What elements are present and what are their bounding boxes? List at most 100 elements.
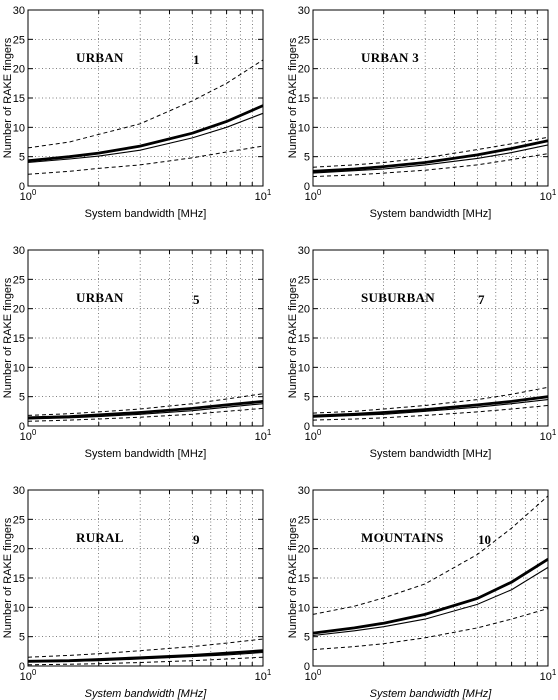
y-tick-label: 0 (304, 181, 310, 193)
y-tick-label: 10 (13, 602, 25, 614)
series-line-2 (27, 104, 264, 163)
y-axis-label: Number of RAKE fingers (2, 37, 14, 158)
y-axis-label: Number of RAKE fingers (287, 37, 299, 158)
x-tick-label: 101 (540, 428, 557, 443)
y-tick-label: 10 (13, 362, 25, 374)
x-axis-label: System bandwidth [MHz] (370, 448, 492, 460)
chart-panel-3: 0 5 10 15 20 25 30 100 101 System bandwidth [MHz]… (2, 245, 272, 460)
y-tick-label: 0 (19, 181, 25, 193)
panel-number: 1 (193, 52, 200, 67)
y-tick-label: 25 (298, 34, 310, 46)
y-tick-label: 30 (13, 485, 25, 497)
series-line-3 (27, 112, 264, 164)
x-axis-label: System bandwidth [MHz] (370, 208, 492, 220)
y-tick-label: 10 (298, 362, 310, 374)
y-tick-label: 15 (298, 333, 310, 345)
panel-title: RURAL (76, 530, 124, 545)
panel-title: SUBURBAN (361, 290, 435, 305)
panel-title: URBAN (76, 50, 124, 65)
x-tick-label: 101 (255, 428, 272, 443)
series-line-1 (312, 495, 549, 615)
plot-frame (312, 489, 549, 667)
y-tick-label: 10 (13, 122, 25, 134)
y-tick-label: 25 (298, 274, 310, 286)
series-line-4 (27, 656, 264, 666)
y-tick-label: 15 (13, 333, 25, 345)
y-tick-label: 10 (298, 122, 310, 134)
chart-panel-5: 0 5 10 15 20 25 30 100 101 System bandwidth [MHz]… (2, 485, 272, 700)
chart-panel-1: 0 5 10 15 20 25 30 100 101 System bandwidth [MHz]… (2, 5, 272, 220)
y-tick-label: 15 (13, 93, 25, 105)
series-line-2 (312, 139, 549, 173)
y-axis-label: Number of RAKE fingers (287, 517, 299, 638)
x-tick-label: 100 (20, 188, 37, 203)
y-tick-label: 25 (13, 514, 25, 526)
y-axis-label: Number of RAKE fingers (287, 277, 299, 398)
y-tick-label: 20 (298, 64, 310, 76)
series-line-1 (27, 393, 264, 416)
x-tick-label: 101 (540, 668, 557, 683)
chart-panel-2: 0 5 10 15 20 25 30 100 101 System bandwidth [MHz]… (287, 5, 557, 220)
x-tick-label: 101 (255, 188, 272, 203)
series-line-4 (312, 608, 549, 651)
y-tick-label: 5 (304, 392, 310, 404)
y-tick-label: 30 (13, 245, 25, 257)
x-axis-label: System bandwidth [MHz] (370, 688, 493, 700)
panel-number: 7 (478, 292, 485, 307)
x-axis-label: System bandwidth [MHz] (85, 448, 207, 460)
panel-number: 5 (193, 292, 200, 307)
chart-panel-4: 0 5 10 15 20 25 30 100 101 System bandwidth [MHz]… (287, 245, 557, 460)
y-tick-label: 5 (19, 632, 25, 644)
series-line-3 (312, 566, 549, 637)
series-line-4 (27, 145, 264, 175)
plot-frame (27, 9, 264, 187)
x-axis-label: System bandwidth [MHz] (85, 208, 207, 220)
y-tick-label: 25 (13, 34, 25, 46)
y-tick-label: 10 (298, 602, 310, 614)
y-tick-label: 20 (13, 64, 25, 76)
panel-title: URBAN (76, 290, 124, 305)
y-tick-label: 25 (298, 514, 310, 526)
y-tick-label: 25 (13, 274, 25, 286)
series-line-4 (27, 407, 264, 422)
y-tick-label: 0 (19, 661, 25, 673)
x-tick-label: 100 (305, 428, 322, 443)
y-tick-label: 20 (298, 304, 310, 316)
series-line-1 (27, 638, 264, 658)
x-tick-label: 100 (305, 668, 322, 683)
y-tick-label: 30 (13, 5, 25, 17)
panel-title: MOUNTAINS (361, 530, 444, 545)
y-tick-label: 0 (304, 661, 310, 673)
y-tick-label: 20 (13, 544, 25, 556)
panel-number: 9 (193, 532, 200, 547)
series-line-1 (312, 136, 549, 168)
x-tick-label: 100 (305, 188, 322, 203)
panel-title: URBAN 3 (361, 50, 419, 65)
series-line-2 (312, 395, 549, 418)
y-axis-label: Number of RAKE fingers (2, 517, 14, 638)
series-line-4 (312, 405, 549, 421)
series-line-1 (27, 59, 264, 149)
series-line-3 (27, 403, 264, 420)
series-line-2 (27, 649, 264, 663)
x-tick-label: 101 (255, 668, 272, 683)
y-tick-label: 5 (19, 392, 25, 404)
y-tick-label: 15 (13, 573, 25, 585)
x-tick-label: 101 (540, 188, 557, 203)
y-tick-label: 5 (19, 152, 25, 164)
panel-number: 10 (478, 532, 491, 547)
y-tick-label: 30 (298, 245, 310, 257)
series-line-3 (27, 651, 264, 663)
y-tick-label: 15 (298, 573, 310, 585)
x-axis-label: System bandwidth [MHz] (85, 688, 208, 700)
series-line-2 (312, 558, 549, 635)
y-axis-label: Number of RAKE fingers (2, 277, 14, 398)
x-tick-label: 100 (20, 428, 37, 443)
y-tick-label: 0 (304, 421, 310, 433)
series-line-4 (312, 153, 549, 178)
series-line-2 (27, 400, 264, 420)
series-line-1 (312, 386, 549, 414)
series-line-3 (312, 144, 549, 174)
y-tick-label: 20 (298, 544, 310, 556)
